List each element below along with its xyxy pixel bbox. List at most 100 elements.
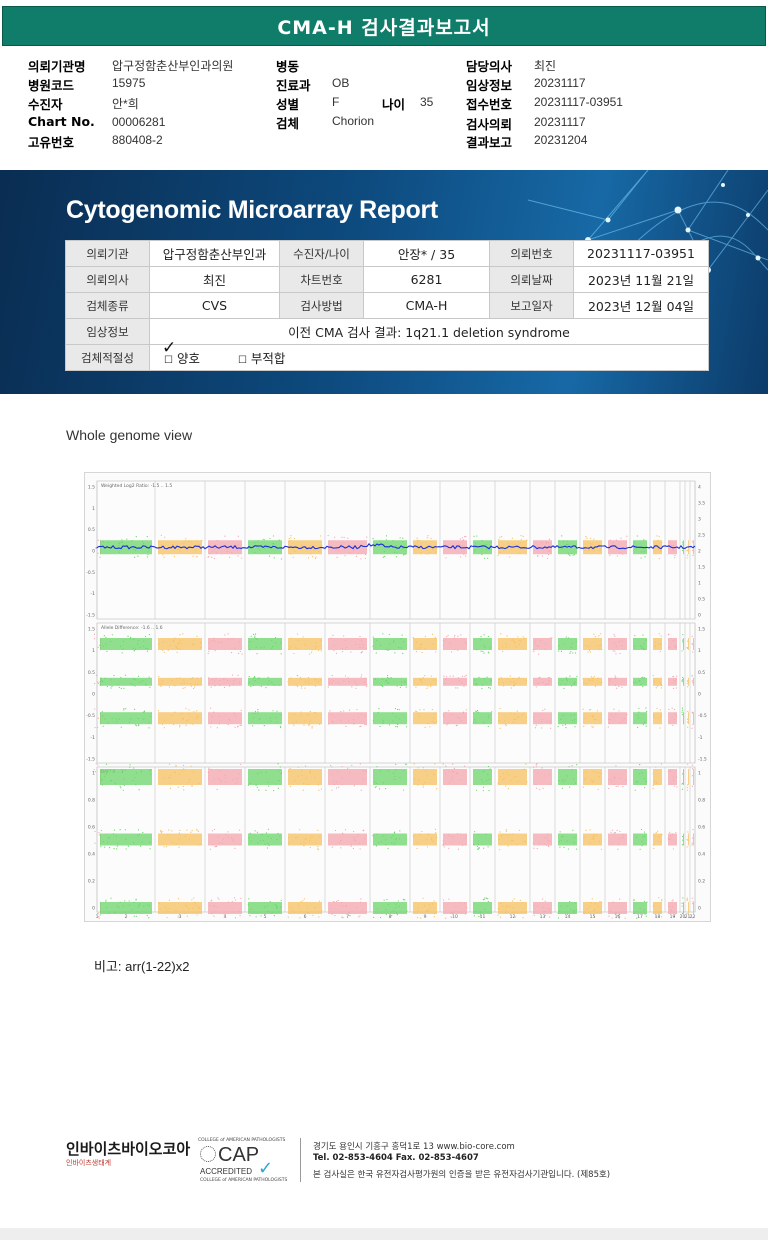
data-point	[267, 683, 269, 685]
data-point	[480, 650, 482, 652]
data-point	[214, 548, 216, 550]
data-point	[341, 765, 343, 768]
data-point	[427, 722, 429, 725]
data-point	[640, 683, 642, 685]
data-point	[180, 712, 182, 715]
data-band	[668, 638, 677, 650]
data-point	[395, 545, 397, 547]
data-point	[238, 641, 241, 643]
data-point	[249, 915, 251, 917]
data-point	[344, 648, 347, 651]
data-point	[399, 776, 401, 779]
data-point	[445, 678, 447, 680]
data-point	[477, 840, 479, 842]
data-point	[434, 637, 436, 639]
y-tick-label: -1.5	[86, 757, 95, 763]
data-point	[340, 901, 343, 904]
checkbox-good[interactable]: ☐ ✓ 양호	[162, 338, 200, 367]
data-point	[97, 539, 99, 541]
data-point	[225, 781, 227, 783]
data-point	[254, 712, 256, 714]
data-point	[278, 684, 280, 686]
cap-check-icon: ✓	[258, 1158, 274, 1179]
data-point	[318, 723, 320, 725]
checkbox-unsuitable[interactable]: ☐ 부적합	[238, 351, 285, 366]
data-band	[373, 540, 407, 555]
data-point	[289, 906, 291, 908]
data-point	[363, 829, 365, 831]
data-point	[675, 687, 678, 689]
cap-top-text: COLLEGE of AMERICAN PATHOLOGISTS	[198, 1138, 286, 1143]
data-point	[351, 686, 353, 688]
data-point	[249, 832, 251, 834]
data-point	[478, 915, 480, 918]
data-point	[674, 557, 676, 559]
data-point	[257, 842, 259, 844]
data-point	[575, 782, 577, 784]
data-point	[507, 834, 510, 837]
data-point	[616, 829, 618, 831]
data-point	[174, 685, 176, 687]
data-point	[396, 708, 399, 711]
data-point	[481, 540, 483, 542]
data-point	[546, 844, 548, 846]
data-point	[669, 770, 671, 772]
data-point	[489, 687, 491, 689]
data-point	[317, 784, 320, 786]
data-point	[478, 847, 480, 850]
data-point	[239, 724, 241, 726]
data-point	[116, 905, 118, 907]
data-point	[547, 682, 549, 684]
data-point	[547, 844, 550, 846]
data-point	[433, 679, 435, 681]
data-point	[619, 898, 621, 900]
data-band	[558, 712, 577, 725]
data-point	[387, 847, 389, 850]
data-point	[171, 714, 173, 717]
data-point	[266, 546, 268, 549]
data-point	[422, 897, 424, 899]
data-point	[444, 773, 447, 775]
data-point	[519, 899, 521, 901]
data-point	[393, 910, 395, 912]
data-point	[96, 727, 99, 729]
data-point	[354, 643, 357, 645]
data-point	[478, 676, 480, 679]
data-point	[457, 635, 459, 637]
data-point	[487, 635, 490, 638]
data-point	[388, 649, 390, 651]
data-point	[583, 725, 585, 727]
data-point	[349, 772, 351, 774]
data-point	[164, 719, 166, 721]
data-point	[514, 713, 516, 715]
data-band	[688, 769, 689, 785]
data-point	[349, 915, 351, 917]
data-point	[196, 677, 198, 679]
chromosome-label: 11	[480, 914, 486, 920]
data-point	[545, 643, 547, 645]
data-point	[614, 678, 616, 680]
data-point	[387, 769, 390, 772]
data-point	[588, 646, 590, 648]
data-point	[172, 639, 174, 641]
data-point	[290, 677, 292, 679]
data-point	[227, 901, 230, 903]
data-point	[186, 905, 188, 908]
data-point	[635, 836, 638, 838]
data-point	[489, 768, 491, 770]
data-point	[228, 719, 231, 721]
data-point	[123, 687, 125, 690]
data-point	[505, 830, 508, 832]
data-point	[103, 635, 105, 637]
data-point	[682, 676, 684, 679]
data-point	[681, 912, 684, 915]
data-point	[169, 787, 172, 789]
data-point	[567, 543, 569, 546]
data-point	[158, 903, 160, 905]
data-point	[198, 908, 200, 910]
data-point	[220, 641, 223, 644]
data-point	[360, 713, 363, 715]
data-point	[174, 771, 176, 773]
data-point	[255, 784, 257, 786]
data-point	[268, 555, 271, 557]
